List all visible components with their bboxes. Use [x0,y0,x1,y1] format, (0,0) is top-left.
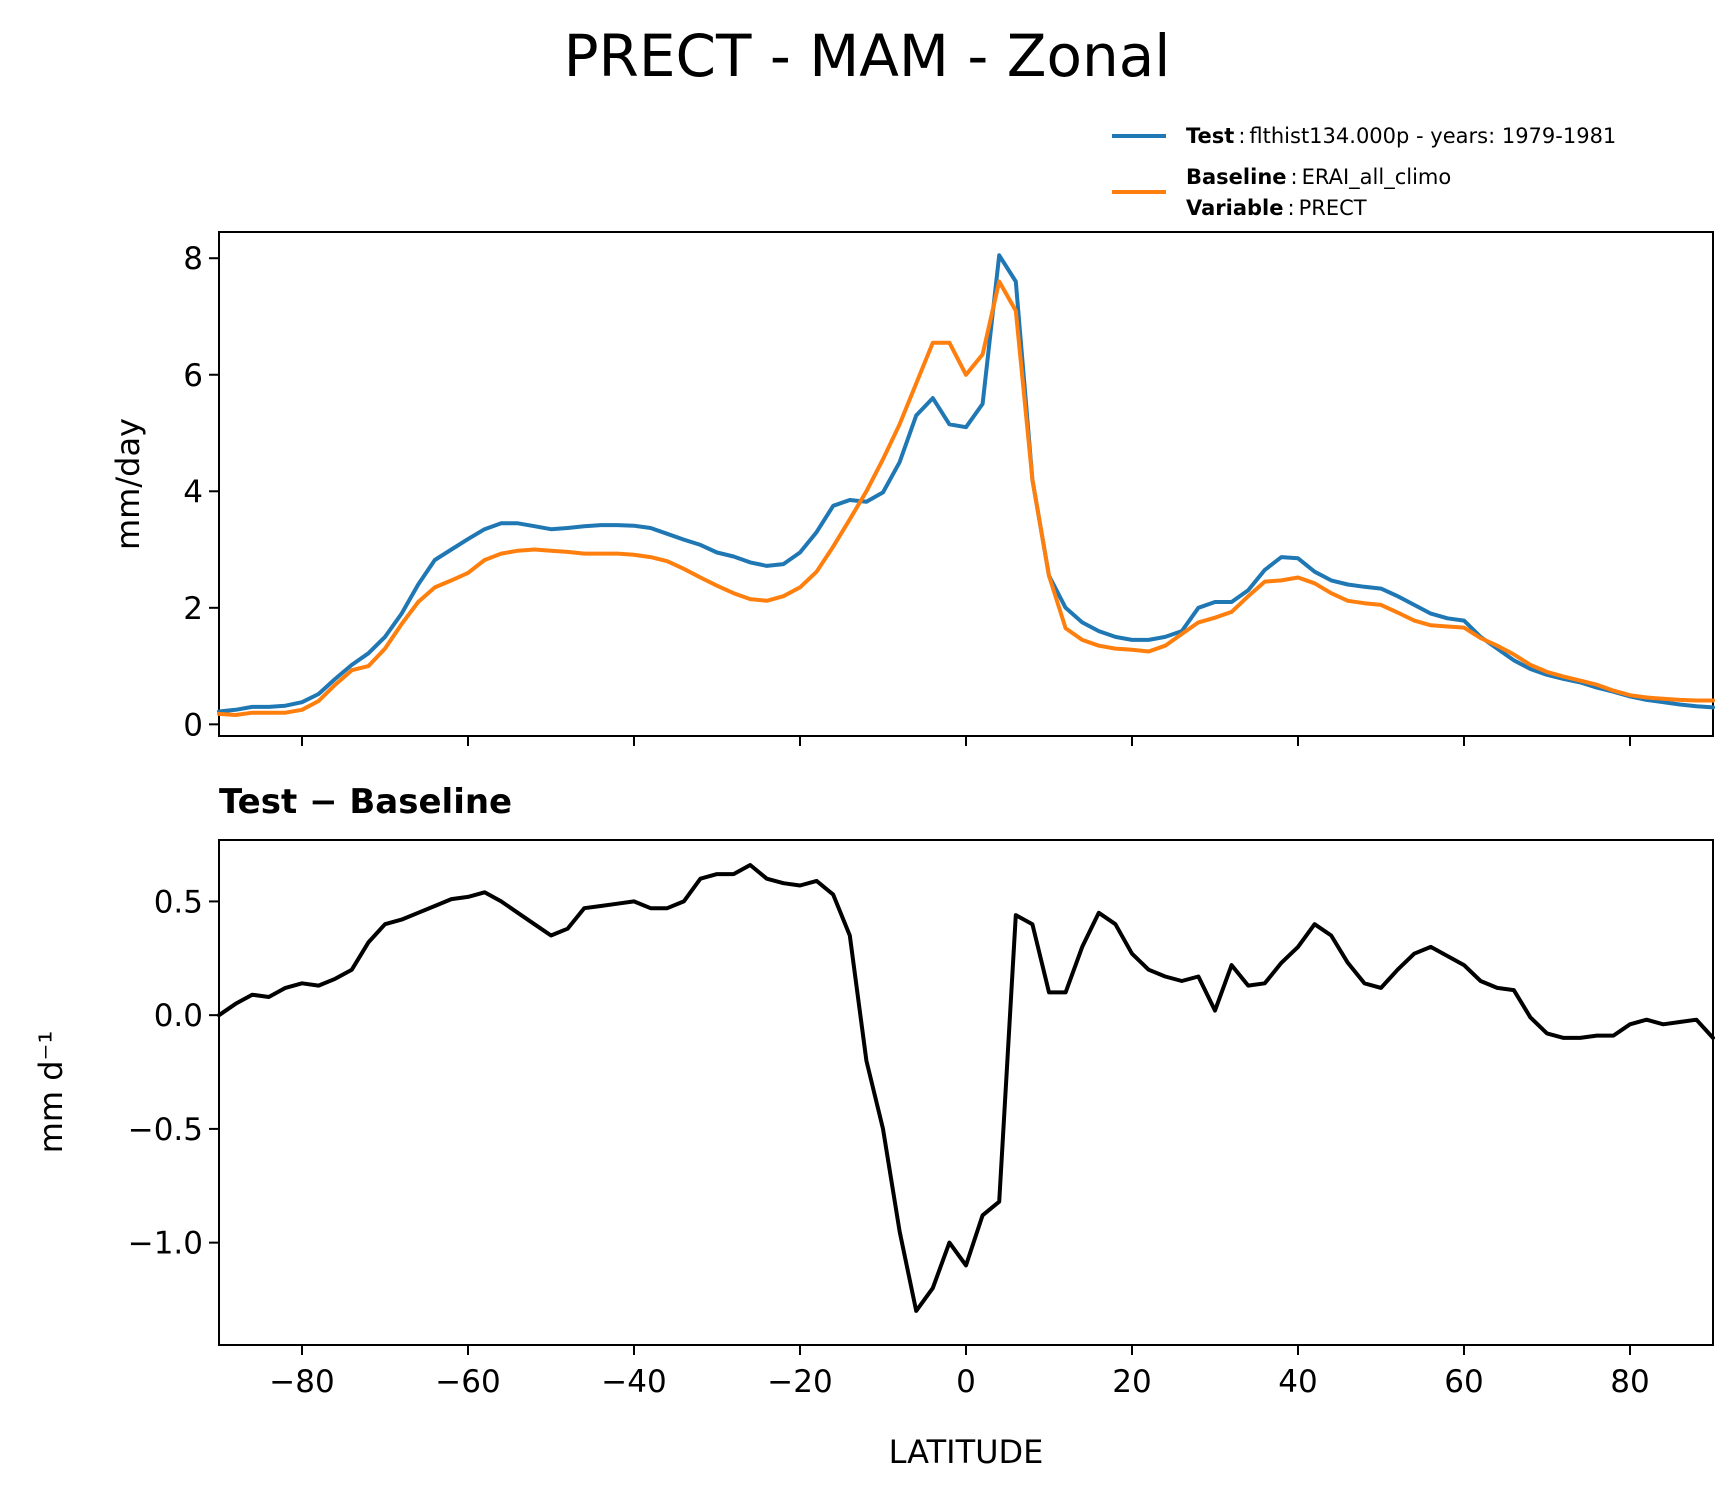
top-y-tick-label: 0 [183,707,203,743]
legend-variable-text: Variable: PRECT [1186,196,1367,220]
bottom-x-tick-label: 20 [1112,1364,1151,1400]
bottom-y-axis: 0.5 0.0 −0.5 −1.0 [128,884,219,1262]
bottom-y-tick-label: −0.5 [128,1112,203,1148]
bottom-x-tick-label: −40 [601,1364,666,1400]
legend-baseline-sep: : [1291,165,1298,189]
top-series-group [217,253,1715,717]
bottom-y-tick-label: −1.0 [128,1226,203,1262]
top-y-tick-label: 4 [183,474,203,510]
top-panel: 0 2 4 6 8 mm/day [109,231,1715,746]
legend-baseline-value: ERAI_all_climo [1302,165,1452,190]
bottom-plot-frame [218,839,1714,1346]
top-y-axis: 0 2 4 6 8 [183,241,219,743]
top-series-line-baseline [217,279,1715,717]
bottom-x-tick-label: 60 [1444,1364,1483,1400]
bottom-x-tick-label: 40 [1278,1364,1317,1400]
top-series-line-test [217,253,1715,714]
top-x-axis [301,736,1631,746]
legend-variable-sep: : [1287,196,1294,220]
bottom-y-tick-label: 0.5 [154,884,203,920]
chart-title: PRECT - MAM - Zonal [564,22,1171,90]
legend: Test: flthist134.000p - years: 1979-1981 … [1112,124,1616,220]
legend-test-text: Test: flthist134.000p - years: 1979-1981 [1186,124,1616,148]
legend-variable-value: PRECT [1299,196,1367,220]
bottom-series-group [217,863,1715,1313]
bottom-panel: Test − Baseline 0.5 0.0 −0.5 −1.0 −80 −60 −40… [32,782,1715,1471]
top-y-tick-label: 8 [183,241,203,277]
bottom-x-tick-label: 0 [956,1364,976,1400]
bottom-x-tick-label: −20 [767,1364,832,1400]
top-y-tick-label: 6 [183,358,203,394]
bottom-series-line-difference [217,863,1715,1313]
bottom-x-tick-label: 80 [1610,1364,1649,1400]
top-plot-frame [218,231,1714,737]
bottom-x-axis: −80 −60 −40 −20 0 20 40 60 80 [269,1345,1650,1400]
legend-test-key: Test [1186,124,1234,148]
legend-baseline-text: Baseline: ERAI_all_climo [1186,165,1451,190]
bottom-y-axis-label: mm d⁻¹ [32,1031,70,1154]
bottom-y-tick-label: 0.0 [154,998,203,1034]
bottom-x-tick-label: −80 [269,1364,334,1400]
bottom-x-tick-label: −60 [435,1364,500,1400]
legend-variable-key: Variable [1186,196,1283,220]
legend-test-sep: : [1238,124,1245,148]
top-y-tick-label: 2 [183,591,203,627]
legend-test-value: flthist134.000p - years: 1979-1981 [1249,124,1616,148]
legend-baseline-key: Baseline [1186,165,1287,189]
top-y-axis-label: mm/day [109,418,147,550]
x-axis-label: LATITUDE [889,1433,1044,1471]
bottom-panel-title: Test − Baseline [219,782,512,822]
